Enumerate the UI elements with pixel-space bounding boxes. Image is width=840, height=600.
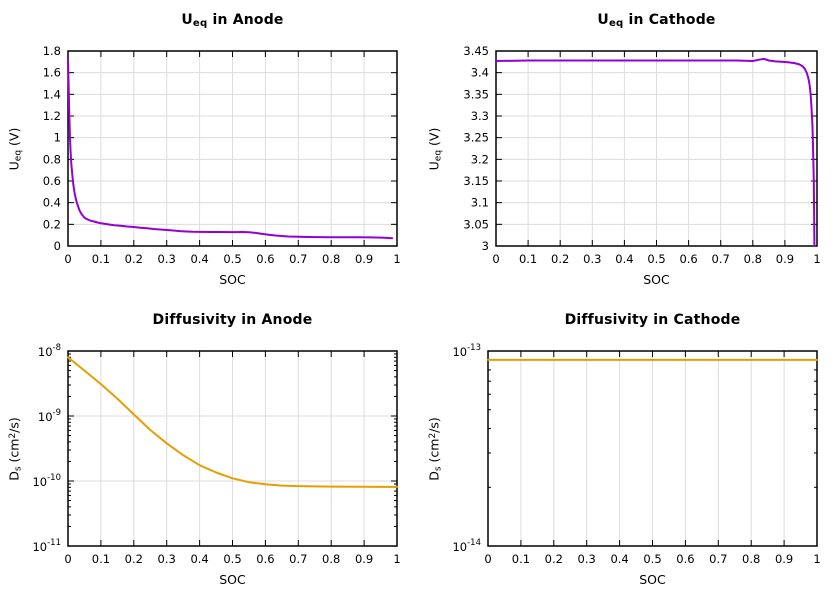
svg-text:0.2: 0.2 (125, 552, 143, 566)
svg-text:0: 0 (484, 552, 491, 566)
svg-text:0: 0 (492, 252, 499, 266)
svg-text:0: 0 (54, 239, 61, 253)
svg-text:0.5: 0.5 (223, 552, 241, 566)
svg-text:0.6: 0.6 (256, 252, 274, 266)
plot-area: 0 0.1 0.2 0.3 0.4 0.5 0.6 0.7 0.8 0.9 1 0 0.2 0.4 0.6 0… (0, 0, 420, 300)
svg-text:0.2: 0.2 (43, 217, 61, 231)
svg-text:0.9: 0.9 (776, 252, 794, 266)
svg-text:1.4: 1.4 (43, 87, 61, 101)
svg-text:1: 1 (54, 131, 61, 145)
svg-text:10-8: 10-8 (38, 343, 61, 359)
svg-text:0.7: 0.7 (709, 552, 727, 566)
svg-text:3.25: 3.25 (463, 131, 489, 145)
svg-text:1.8: 1.8 (43, 44, 61, 58)
chart-title: Diffusivity in Cathode (564, 312, 741, 328)
svg-text:0.5: 0.5 (223, 252, 241, 266)
svg-text:0.3: 0.3 (578, 552, 596, 566)
svg-text:10-9: 10-9 (38, 408, 61, 424)
svg-text:0.6: 0.6 (43, 174, 61, 188)
svg-text:0.8: 0.8 (744, 252, 762, 266)
y-axis-label: Ds (cm2/s) (6, 416, 24, 481)
svg-text:0.6: 0.6 (676, 552, 694, 566)
svg-text:1.6: 1.6 (43, 66, 61, 80)
svg-text:0.4: 0.4 (43, 196, 61, 210)
svg-text:0.7: 0.7 (712, 252, 730, 266)
svg-text:0.5: 0.5 (647, 252, 665, 266)
y-axis-label: Ueq (V) (426, 127, 444, 170)
svg-text:0.4: 0.4 (615, 252, 633, 266)
svg-text:0.9: 0.9 (355, 252, 373, 266)
svg-text:3: 3 (482, 239, 489, 253)
svg-text:0.3: 0.3 (158, 252, 176, 266)
svg-text:1: 1 (393, 252, 400, 266)
svg-text:0.8: 0.8 (322, 252, 340, 266)
svg-text:1: 1 (813, 252, 820, 266)
svg-text:0.4: 0.4 (190, 552, 208, 566)
svg-text:0.7: 0.7 (289, 252, 307, 266)
chart-title: Ueq in Anode (181, 12, 284, 29)
svg-text:0: 0 (64, 552, 71, 566)
plot-area: 0 0.1 0.2 0.3 0.4 0.5 0.6 0.7 0.8 0.9 1 3 3.05 3.1 3.1… (420, 0, 840, 300)
x-axis-label: SOC (219, 572, 246, 587)
chart-title: Diffusivity in Anode (152, 312, 313, 328)
svg-text:3.2: 3.2 (471, 152, 489, 166)
svg-text:3.1: 3.1 (471, 196, 489, 210)
x-axis-label: SOC (643, 272, 670, 287)
svg-text:0.2: 0.2 (551, 252, 569, 266)
svg-text:0.8: 0.8 (322, 552, 340, 566)
svg-text:3.05: 3.05 (463, 217, 489, 231)
plot-area: 0 0.1 0.2 0.3 0.4 0.5 0.6 0.7 0.8 0.9 1 10-14 10-13 (420, 300, 840, 600)
svg-text:3.3: 3.3 (471, 109, 489, 123)
svg-text:10-14: 10-14 (452, 538, 481, 554)
x-axis-label: SOC (639, 572, 666, 587)
svg-text:0.8: 0.8 (742, 552, 760, 566)
svg-text:3.35: 3.35 (463, 87, 489, 101)
chart-title: Ueq in Cathode (597, 12, 716, 29)
svg-text:1.2: 1.2 (43, 109, 61, 123)
svg-text:3.45: 3.45 (463, 44, 489, 58)
svg-text:3.4: 3.4 (471, 66, 489, 80)
chart-diffusivity-cathode: 0 0.1 0.2 0.3 0.4 0.5 0.6 0.7 0.8 0.9 1 10-14 10-13 … (420, 300, 840, 600)
svg-text:10-10: 10-10 (32, 473, 61, 489)
svg-text:10-11: 10-11 (32, 538, 61, 554)
chart-diffusivity-anode: 0 0.1 0.2 0.3 0.4 0.5 0.6 0.7 0.8 0.9 1 10-11 10-10 1… (0, 300, 420, 600)
svg-text:1: 1 (813, 552, 820, 566)
x-axis-label: SOC (219, 272, 246, 287)
svg-text:1: 1 (393, 552, 400, 566)
svg-text:0.1: 0.1 (92, 252, 110, 266)
svg-text:0.8: 0.8 (43, 152, 61, 166)
svg-text:0.3: 0.3 (583, 252, 601, 266)
svg-text:0.2: 0.2 (545, 552, 563, 566)
y-axis-label: Ds (cm2/s) (426, 416, 444, 481)
svg-text:0.1: 0.1 (92, 552, 110, 566)
svg-text:10-13: 10-13 (452, 343, 481, 359)
svg-text:0.5: 0.5 (643, 552, 661, 566)
svg-text:0.9: 0.9 (355, 552, 373, 566)
y-axis-label: Ueq (V) (6, 127, 24, 170)
chart-ueq-anode: 0 0.1 0.2 0.3 0.4 0.5 0.6 0.7 0.8 0.9 1 0 0.2 0.4 0.6 0… (0, 0, 420, 300)
svg-text:0.3: 0.3 (158, 552, 176, 566)
plot-area: 0 0.1 0.2 0.3 0.4 0.5 0.6 0.7 0.8 0.9 1 10-11 10-10 1… (0, 300, 420, 600)
svg-text:0.6: 0.6 (679, 252, 697, 266)
svg-text:0.4: 0.4 (190, 252, 208, 266)
svg-text:0.2: 0.2 (125, 252, 143, 266)
svg-text:0.6: 0.6 (256, 552, 274, 566)
svg-text:0.7: 0.7 (289, 552, 307, 566)
svg-text:0.4: 0.4 (610, 552, 628, 566)
svg-text:0.1: 0.1 (519, 252, 537, 266)
svg-text:0.1: 0.1 (512, 552, 530, 566)
svg-text:0.9: 0.9 (775, 552, 793, 566)
svg-text:3.15: 3.15 (463, 174, 489, 188)
chart-ueq-cathode: 0 0.1 0.2 0.3 0.4 0.5 0.6 0.7 0.8 0.9 1 3 3.05 3.1 3.1… (420, 0, 840, 300)
svg-text:0: 0 (64, 252, 71, 266)
